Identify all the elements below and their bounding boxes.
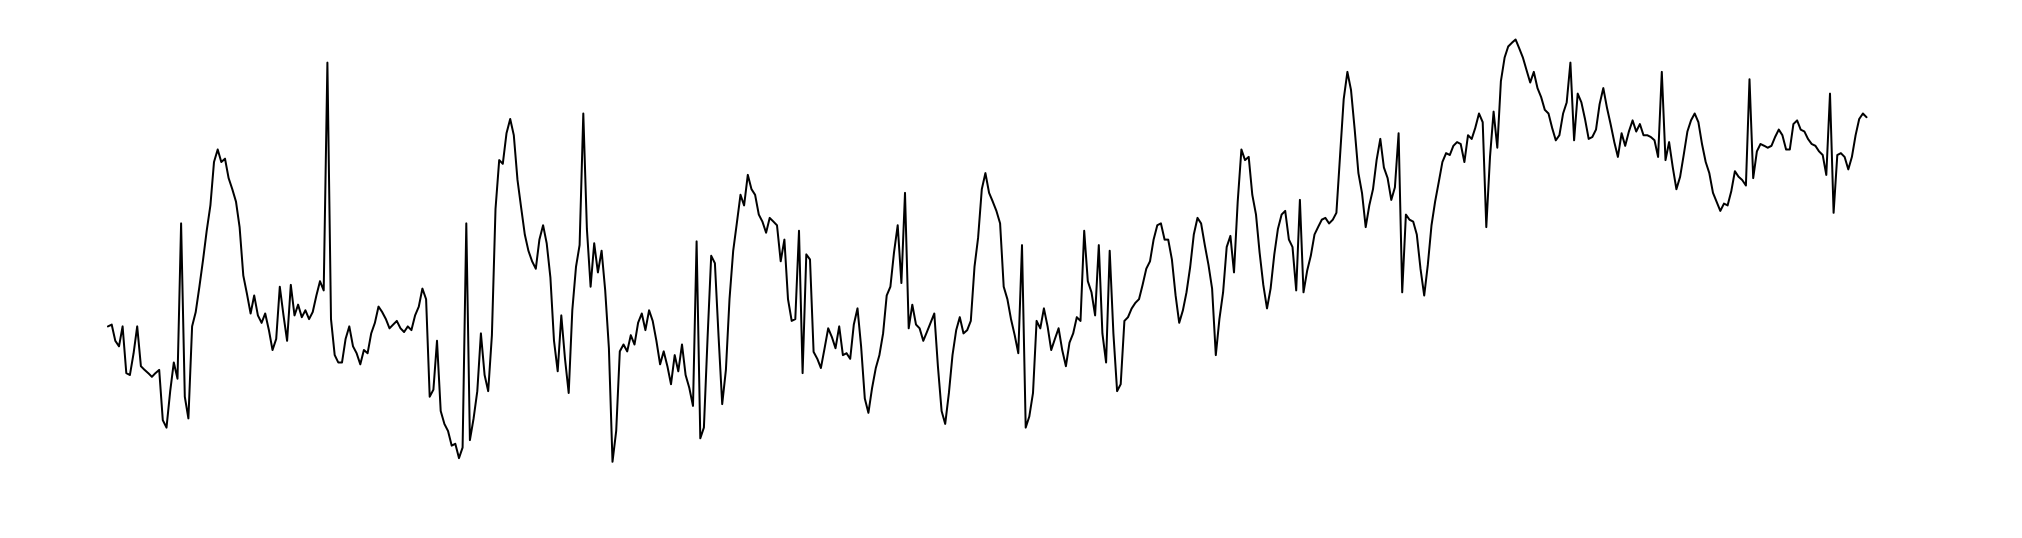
plot-area [107, 38, 1868, 463]
series-line-0 [107, 38, 1868, 463]
